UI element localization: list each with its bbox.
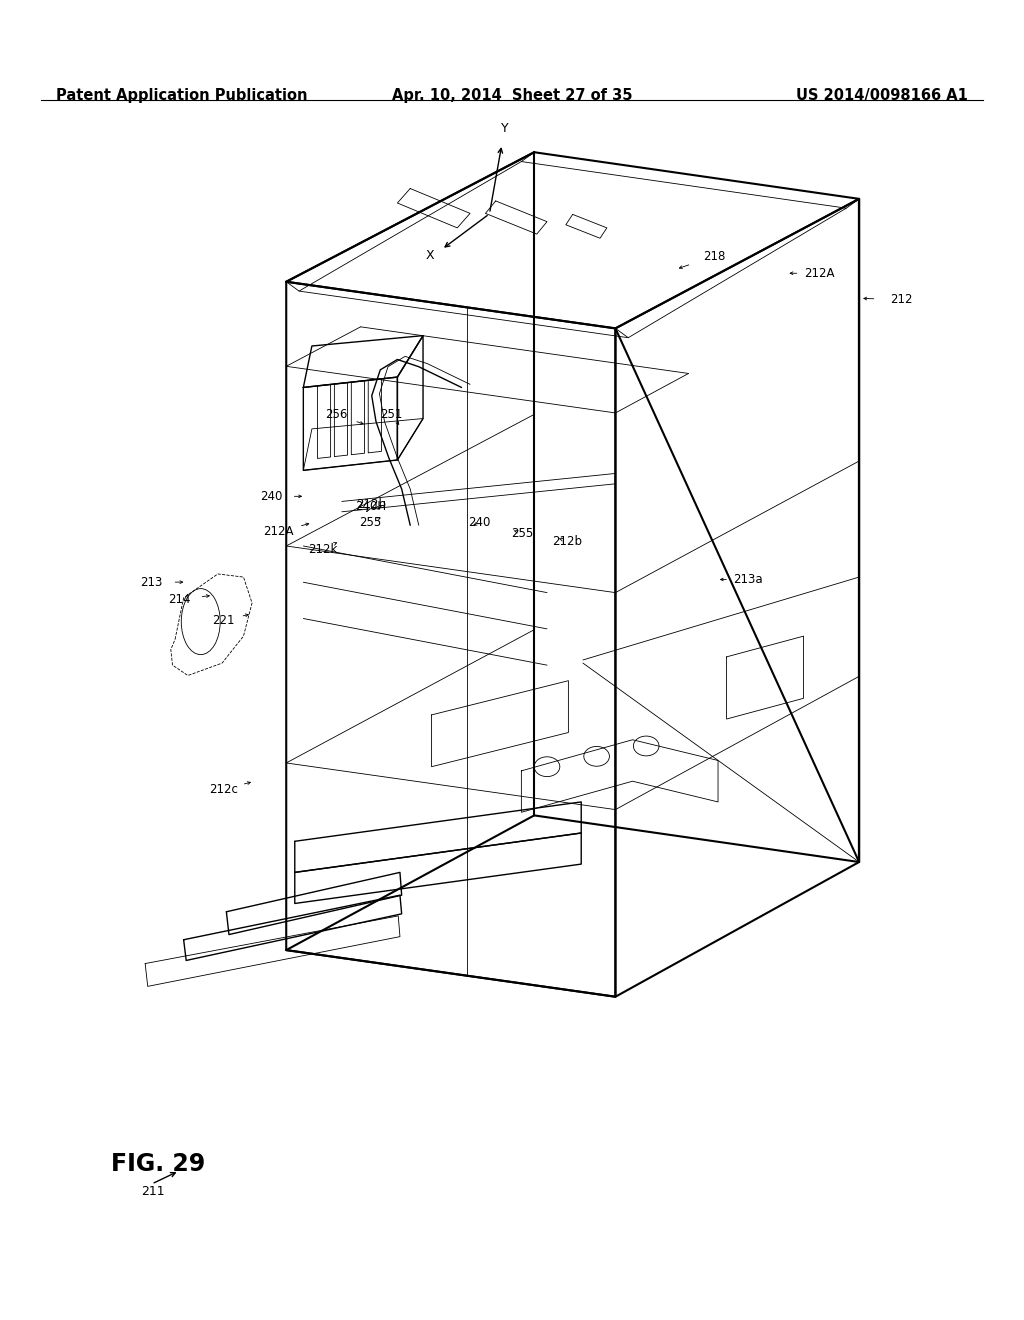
Text: 251: 251 (380, 408, 402, 421)
Text: 213a: 213a (733, 573, 762, 586)
Text: Patent Application Publication: Patent Application Publication (56, 87, 308, 103)
Text: 240H: 240H (355, 500, 386, 513)
Text: Apr. 10, 2014  Sheet 27 of 35: Apr. 10, 2014 Sheet 27 of 35 (392, 87, 632, 103)
Text: 214: 214 (168, 593, 190, 606)
Text: 240: 240 (468, 516, 490, 529)
Text: Y: Y (502, 121, 509, 135)
Text: 212c: 212c (209, 783, 238, 796)
Text: 255: 255 (359, 516, 382, 529)
Text: 218: 218 (703, 249, 726, 263)
Text: 211: 211 (141, 1185, 165, 1199)
Text: 221: 221 (212, 614, 234, 627)
Text: 212b: 212b (355, 498, 386, 511)
Text: 212A: 212A (804, 267, 835, 280)
Text: 213: 213 (140, 576, 163, 589)
Text: US 2014/0098166 A1: US 2014/0098166 A1 (796, 87, 968, 103)
Text: 240: 240 (260, 490, 283, 503)
Text: 212: 212 (890, 293, 912, 306)
Text: FIG. 29: FIG. 29 (111, 1152, 205, 1176)
Text: 212b: 212b (552, 535, 583, 548)
Text: 212A: 212A (263, 525, 294, 539)
Text: 256: 256 (325, 408, 347, 421)
Text: X: X (426, 248, 434, 261)
Text: 255: 255 (511, 527, 534, 540)
Text: 212k: 212k (308, 543, 337, 556)
